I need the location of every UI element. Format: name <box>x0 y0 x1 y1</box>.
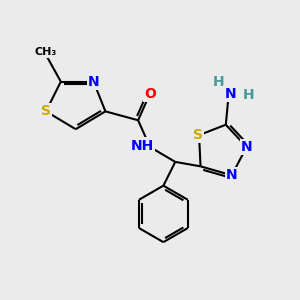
Text: N: N <box>241 140 252 154</box>
Text: N: N <box>226 168 238 182</box>
Text: N: N <box>224 86 236 100</box>
Text: O: O <box>144 86 156 100</box>
Text: S: S <box>41 104 51 118</box>
Text: H: H <box>212 75 224 88</box>
Text: S: S <box>193 128 202 142</box>
Text: NH: NH <box>131 139 154 152</box>
Text: H: H <box>242 88 254 102</box>
Text: CH₃: CH₃ <box>35 47 57 57</box>
Text: N: N <box>88 75 99 88</box>
